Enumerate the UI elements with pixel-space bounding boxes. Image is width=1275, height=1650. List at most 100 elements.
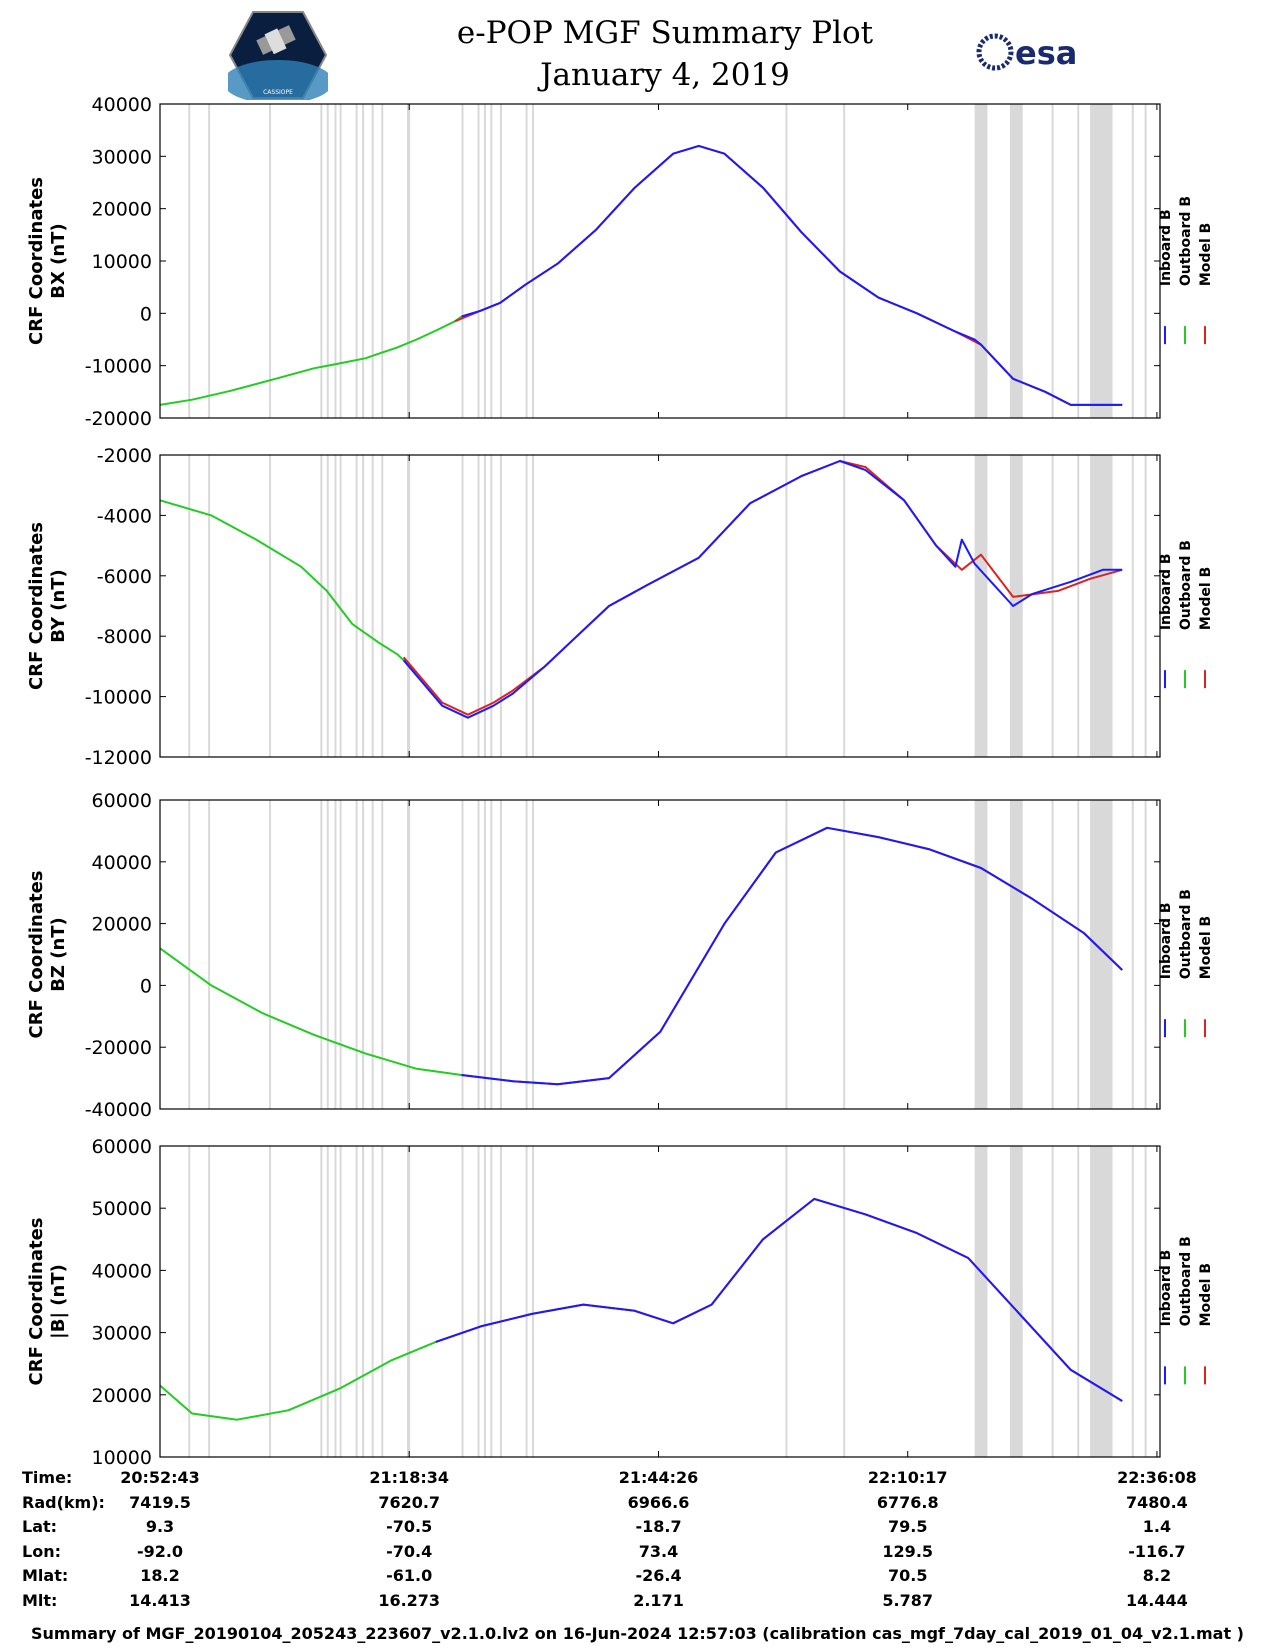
data-gap [188, 1146, 191, 1457]
info-value: 22:10:17 [867, 1468, 948, 1487]
data-gap [477, 455, 480, 757]
data-gap [208, 800, 211, 1109]
y-axis-label: CRF Coordinates [26, 1218, 47, 1386]
y-tick-label: 40000 [92, 94, 152, 116]
y-axis-label: BY (nT) [48, 569, 69, 643]
series-outboard-b [159, 499, 418, 674]
legend-label: Model B [1198, 1263, 1214, 1326]
data-gap [477, 800, 480, 1109]
data-gap [1144, 455, 1147, 757]
data-gap [1077, 104, 1080, 418]
data-gap [188, 800, 191, 1109]
plot-frame [159, 799, 1161, 1110]
info-value: 16.273 [378, 1590, 441, 1610]
data-gap [269, 104, 272, 418]
y-tick-label: 40000 [92, 852, 152, 874]
data-gap [208, 104, 211, 418]
data-gap [785, 455, 788, 757]
series-inboard-b [461, 144, 1123, 406]
data-gap [188, 455, 191, 757]
data-gap [188, 104, 191, 418]
series-inboard-b [402, 460, 1123, 719]
data-gap [1090, 104, 1113, 418]
data-gap [1051, 455, 1054, 757]
data-gap [208, 1146, 211, 1457]
data-gap [381, 1146, 384, 1457]
data-gap [1009, 800, 1023, 1109]
data-gap [326, 455, 329, 757]
data-gap [843, 455, 846, 757]
data-gap [1090, 1146, 1113, 1457]
data-gap [1131, 455, 1134, 757]
info-value: 21:44:26 [618, 1468, 699, 1487]
y-tick-label: -10000 [85, 687, 152, 709]
y-tick-label: -20000 [85, 1037, 152, 1059]
data-gap [355, 104, 358, 418]
data-gap [974, 104, 988, 418]
data-gap [326, 1146, 329, 1457]
y-tick-label: -40000 [85, 1099, 152, 1121]
data-gap [843, 104, 846, 418]
data-gap [269, 1146, 272, 1457]
data-gap [1009, 1146, 1023, 1457]
data-gap [1144, 1146, 1147, 1457]
data-gap [334, 455, 337, 757]
data-gap [326, 800, 329, 1109]
data-gap [381, 800, 384, 1109]
info-value: -92.0 [136, 1541, 184, 1561]
data-gap [499, 104, 502, 418]
data-gap [334, 104, 337, 418]
info-value: 70.5 [887, 1566, 928, 1585]
data-gap [532, 800, 535, 1109]
data-gap [1051, 104, 1054, 418]
data-gap [483, 104, 486, 418]
legend-label: Inboard B [1158, 902, 1174, 979]
data-gap [1090, 800, 1113, 1109]
info-value: 129.5 [882, 1541, 934, 1561]
data-gap [371, 104, 374, 418]
y-tick-label: 60000 [92, 1136, 152, 1158]
series-outboard-b [159, 315, 463, 406]
y-tick-label: 20000 [92, 914, 152, 936]
info-value: 6776.8 [876, 1492, 939, 1512]
y-tick-label: -10000 [85, 356, 152, 378]
legend-label: Outboard B [1178, 1236, 1194, 1326]
epop-logo: CASSIOPE [228, 11, 328, 100]
chart-title: e-POP MGF Summary Plot [456, 15, 874, 51]
data-gap [974, 455, 988, 757]
data-gap [490, 800, 493, 1109]
data-gap [1077, 800, 1080, 1109]
data-gap [1077, 1146, 1080, 1457]
y-tick-label: 20000 [92, 199, 152, 221]
y-tick-label: 30000 [92, 146, 152, 168]
legend-label: Model B [1198, 223, 1214, 286]
data-gap [326, 104, 329, 418]
y-tick-label: -20000 [85, 408, 152, 430]
y-tick-label: -12000 [85, 747, 152, 769]
info-row-label: Lat: [22, 1517, 58, 1536]
y-tick-label: 0 [140, 303, 152, 325]
data-gap [371, 800, 374, 1109]
info-value: 9.3 [145, 1517, 175, 1536]
plot-frame [159, 1145, 1161, 1458]
data-gap [339, 455, 342, 757]
legend-label: Outboard B [1178, 889, 1194, 979]
data-gap [843, 800, 846, 1109]
y-tick-label: -2000 [97, 445, 152, 467]
y-tick-label: -6000 [97, 566, 152, 588]
data-gap [532, 104, 535, 418]
series-inboard-b [435, 1197, 1123, 1402]
legend-label: Outboard B [1178, 196, 1194, 286]
data-gap [381, 455, 384, 757]
data-gap [406, 455, 411, 757]
info-row-label: Lon: [22, 1541, 61, 1561]
series-inboard-b [461, 826, 1123, 1086]
panel-3: -40000 -20000 0 20000 40000 60000 CRF Coordina… [26, 790, 1214, 1121]
data-gap [355, 800, 358, 1109]
y-tick-label: -4000 [97, 505, 152, 527]
legend-label: Inboard B [1158, 209, 1174, 286]
data-gap [532, 455, 535, 757]
info-value: -26.4 [635, 1566, 682, 1585]
y-tick-label: -8000 [97, 626, 152, 648]
info-value: 8.2 [1142, 1566, 1172, 1585]
